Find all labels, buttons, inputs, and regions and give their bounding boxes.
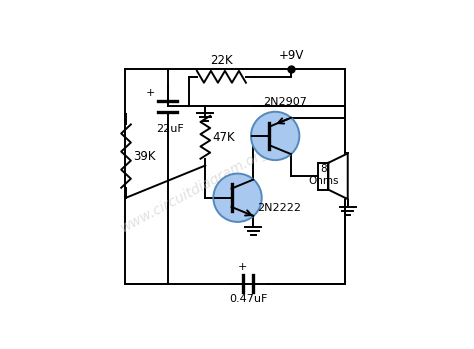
Circle shape xyxy=(251,112,300,160)
Text: www.circuitdiagram.org: www.circuitdiagram.org xyxy=(118,144,271,235)
Text: 22uF: 22uF xyxy=(156,124,184,134)
Text: 0.47uF: 0.47uF xyxy=(229,295,267,304)
Text: +9V: +9V xyxy=(279,49,304,62)
Text: +: + xyxy=(146,88,155,98)
Text: +: + xyxy=(237,262,247,273)
Bar xyxy=(318,163,328,190)
Polygon shape xyxy=(328,154,348,199)
Text: 39K: 39K xyxy=(133,150,155,163)
Text: 2N2907: 2N2907 xyxy=(263,97,307,107)
Text: 8
Ohms: 8 Ohms xyxy=(308,164,338,186)
Text: 47K: 47K xyxy=(212,131,235,144)
Text: 2N2222: 2N2222 xyxy=(257,203,301,214)
Text: 22K: 22K xyxy=(210,54,233,67)
Circle shape xyxy=(213,173,262,222)
